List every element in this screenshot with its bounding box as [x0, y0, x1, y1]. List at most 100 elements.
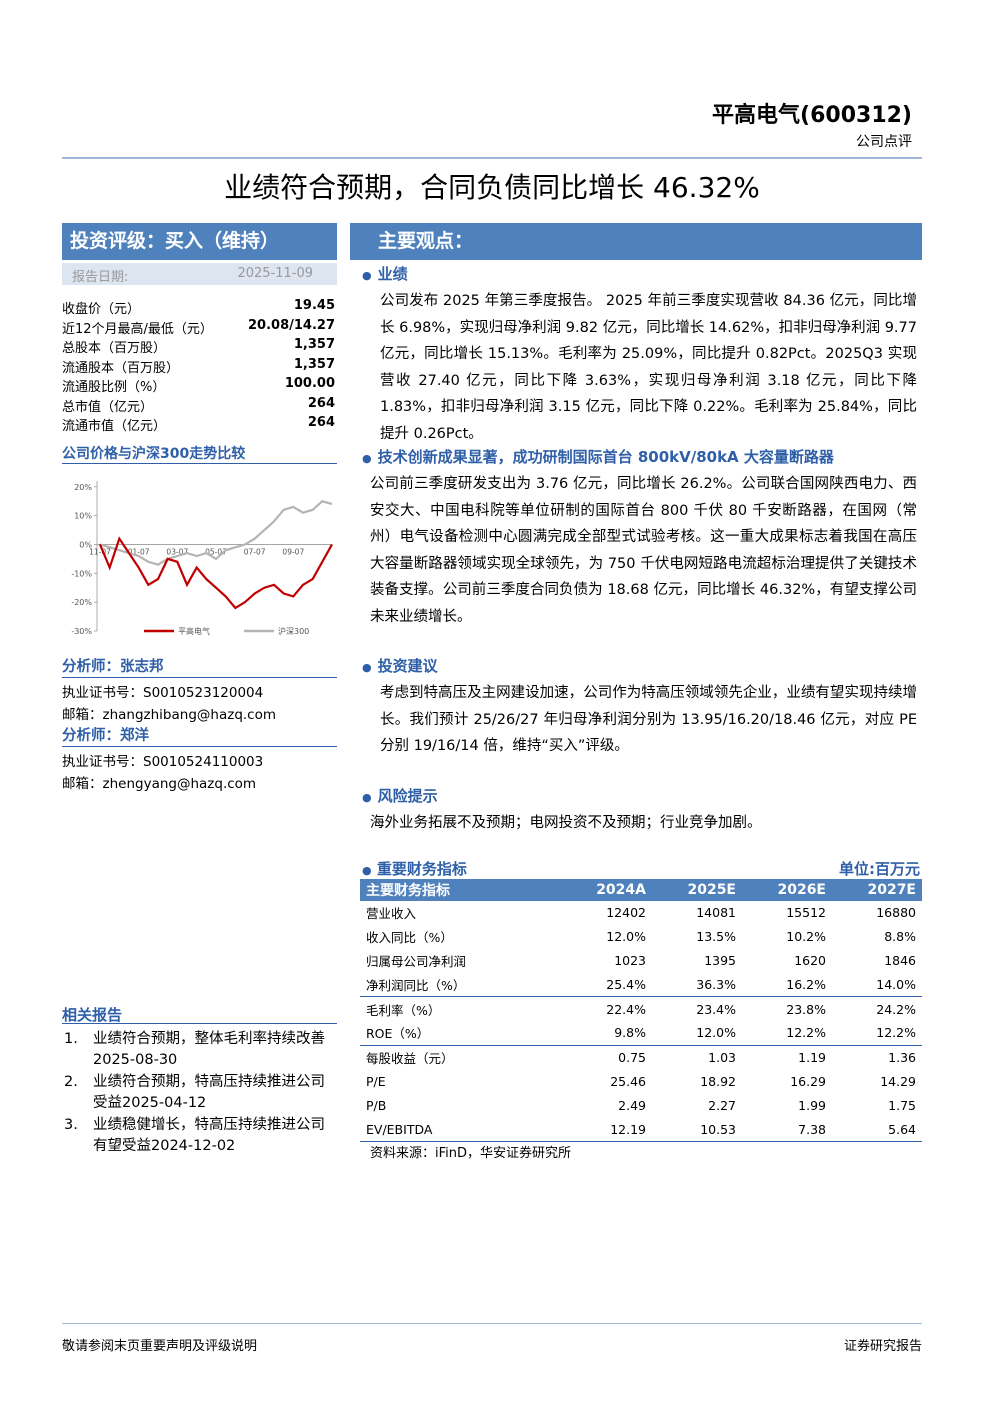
related-text: 业绩符合预期，整体毛利率持续改善2025-08-30: [93, 1031, 325, 1068]
stock-label: 近12个月最高/最低（元）: [62, 321, 213, 337]
table-row: P/E 25.46 18.92 16.29 14.29: [360, 1070, 922, 1094]
cell-value: 2.27: [708, 1097, 736, 1113]
cell-value: 8.8%: [884, 929, 916, 945]
x-tick-label: 05-07: [205, 547, 227, 556]
footer-left: 敬请参阅末页重要声明及评级说明: [62, 1339, 258, 1354]
related-item: 2. 业绩符合预期，特高压持续推进公司受益2025-04-12: [62, 1072, 337, 1114]
title: 业绩符合预期，合同负债同比增长 46.32%: [224, 171, 760, 204]
cell-value: 14.0%: [832, 972, 922, 998]
stock-info: 收盘价（元） 19.45 近12个月最高/最低（元） 20.08/14.27 总股本（百…: [62, 298, 335, 435]
bullet: ●: [362, 661, 372, 674]
cell-value: 12402: [606, 905, 646, 921]
cell-value: 1.75: [888, 1097, 916, 1113]
column-header: 2025E: [687, 882, 736, 898]
fin-unit: 单位:百万元: [839, 860, 920, 878]
stock-value: 100.00: [284, 376, 335, 391]
stock-label: 收盘价（元）: [62, 302, 141, 317]
section-text: 公司发布 2025 年第三季度报告。 2025 年前三季度实现营收 84.36 …: [380, 293, 917, 442]
table-row: 归属母公司净利润 1023 1395 1620 1846: [360, 949, 922, 973]
footer-right: 证券研究报告: [843, 1339, 922, 1354]
x-tick-label: 01-07: [128, 547, 150, 556]
section: ● 风险提示海外业务拓展不及预期；电网投资不及预期；行业竞争加剧。: [362, 785, 922, 837]
stock-value: 264: [307, 415, 335, 430]
section-heading-row: ● 技术创新成果显著，成功研制国际首台 800kV/80kA 大容量断路器: [362, 446, 922, 468]
related-num: 3.: [64, 1117, 78, 1133]
section: ● 业绩公司发布 2025 年第三季度报告。 2025 年前三季度实现营收 84.…: [362, 263, 922, 448]
analyst-cert: 执业证书号：S0010523120004: [62, 685, 264, 701]
row-label: EV/EBITDA: [360, 1117, 562, 1142]
table-row: 收入同比（%） 12.0% 13.5% 10.2% 8.8%: [360, 925, 922, 949]
fin-title-row: ● 重要财务指标: [362, 860, 467, 878]
cell-value: 0.75: [618, 1050, 646, 1066]
cell-value: 25.46: [610, 1073, 646, 1089]
section-heading: 投资建议: [377, 657, 438, 675]
table-header: 主要财务指标 2024A 2025E 2026E 2027E: [360, 879, 922, 901]
related-text: 业绩稳健增长，特高压持续推进公司有望受益2024-12-02: [93, 1117, 325, 1154]
header-rule: [62, 157, 922, 159]
section-heading-row: ● 投资建议: [362, 655, 922, 677]
y-tick-label: -30%: [71, 627, 92, 636]
chart-title: 公司价格与沪深300走势比较: [62, 446, 246, 462]
x-tick-label: 09-07: [282, 547, 304, 556]
section-text: 海外业务拓展不及预期；电网投资不及预期；行业竞争加剧。: [370, 815, 762, 831]
table-row: 毛利率（%） 22.4% 23.4% 23.8% 24.2%: [360, 997, 922, 1021]
related-item: 3. 业绩稳健增长，特高压持续推进公司有望受益2024-12-02: [62, 1115, 337, 1157]
cell-value: 36.3%: [652, 972, 742, 998]
section-text: 公司前三季度研发支出为 3.76 亿元，同比增长 26.2%。公司联合国网陕西电…: [370, 476, 917, 625]
related-num: 2.: [64, 1074, 78, 1090]
row-label: 净利润同比（%）: [360, 972, 562, 998]
column-header: 主要财务指标: [366, 883, 450, 899]
fin-title: 重要财务指标: [376, 860, 467, 878]
cell-value: 10.53: [652, 1117, 742, 1142]
cell-value: 16.2%: [742, 972, 832, 998]
main-points-title: 主要观点：: [350, 223, 922, 260]
section-heading: 业绩: [377, 265, 408, 283]
y-tick-label: 10%: [74, 512, 92, 521]
bullet: ●: [362, 269, 372, 282]
cell-value: 12.2%: [742, 1020, 832, 1046]
legend-label: 平高电气: [178, 626, 210, 636]
stock-row: 总股本（百万股） 1,357: [62, 337, 335, 357]
stock-value: 264: [307, 395, 335, 411]
row-label: 收入同比（%）: [366, 930, 453, 946]
section-text: 考虑到特高压及主网建设加速，公司作为特高压领域领先企业，业绩有望实现持续增长。我…: [380, 685, 917, 755]
stock-row: 流通股比例（%） 100.00: [62, 376, 335, 396]
cell-value: 12.19: [562, 1117, 652, 1142]
bullet: ●: [362, 791, 372, 804]
stock-row: 收盘价（元） 19.45: [62, 298, 335, 318]
price-chart: 20% 10% 0% -10% -20% -30% 11-07 01-07 03-07 05-07…: [71, 481, 333, 636]
related-reports: 1. 业绩符合预期，整体毛利率持续改善2025-08-30 2. 业绩符合预期，特高压…: [62, 1029, 337, 1158]
analysts: 分析师：张志邦 执业证书号：S0010523120004 邮箱：zhangzhiba…: [62, 655, 337, 793]
row-label: 毛利率（%）: [366, 1002, 441, 1018]
cell-value: 22.4%: [606, 1001, 646, 1017]
report-type: 公司点评: [856, 134, 912, 150]
cell-value: 7.38: [742, 1117, 832, 1142]
row-label: P/E: [366, 1073, 386, 1089]
cell-value: 13.5%: [696, 929, 736, 945]
stock-row: 流通股本（百万股） 1,357: [62, 357, 335, 377]
cell-value: 1.03: [708, 1050, 736, 1066]
footer-rule: [62, 1323, 922, 1324]
company: 平高电气(600312): [712, 103, 912, 128]
section-heading-row: ● 风险提示: [362, 785, 922, 807]
cell-value: 12.2%: [832, 1020, 922, 1046]
section: ● 投资建议考虑到特高压及主网建设加速，公司作为特高压领域领先企业，业绩有望实现持…: [362, 655, 922, 760]
cell-value: 1.36: [888, 1050, 916, 1066]
analyst-title: 分析师：张志邦: [62, 655, 337, 678]
legend-label: 沪深300: [278, 626, 309, 636]
section-heading: 风险提示: [377, 787, 438, 805]
related-text: 业绩符合预期，特高压持续推进公司受益2025-04-12: [93, 1074, 325, 1111]
stock-value: 20.08/14.27: [248, 317, 335, 333]
analyst-title: 分析师：郑洋: [62, 724, 337, 747]
x-tick-label: 07-07: [244, 547, 266, 556]
section-heading-row: ● 业绩: [362, 263, 922, 285]
table-row: ROE（%） 9.8% 12.0% 12.2% 12.2%: [360, 1020, 922, 1046]
cell-value: 1023: [614, 952, 646, 968]
y-tick-label: -10%: [71, 569, 92, 578]
stock-row: 近12个月最高/最低（元） 20.08/14.27: [62, 318, 335, 338]
stock-label: 流通股本（百万股）: [62, 360, 180, 376]
cell-value: 23.8%: [786, 1001, 826, 1017]
date-bar: 报告日期: 2025-11-09: [62, 263, 337, 285]
bullet: ●: [362, 452, 372, 465]
cell-value: 5.64: [832, 1117, 922, 1142]
